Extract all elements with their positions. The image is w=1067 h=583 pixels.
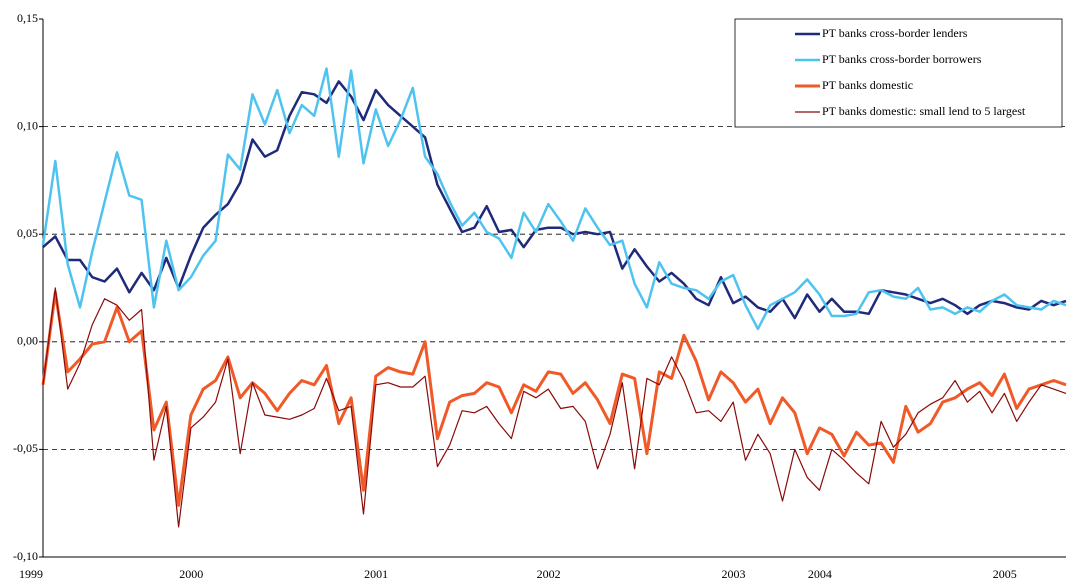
legend-label: PT banks cross-border lenders: [822, 26, 968, 40]
x-tick-label: 2003: [722, 567, 746, 581]
x-tick-label: 2004: [808, 567, 832, 581]
series-line: [42, 287, 1067, 528]
y-tick-label: 0,00: [17, 334, 38, 348]
x-tick-label: 1999: [19, 567, 43, 581]
y-tick-label: 0,10: [17, 118, 38, 132]
y-tick-label: -0,05: [13, 441, 38, 455]
legend-label: PT banks cross-border borrowers: [822, 52, 982, 66]
x-tick-label: 2005: [993, 567, 1017, 581]
series-line: [41, 67, 1067, 331]
x-tick-label: 2001: [364, 567, 388, 581]
x-tick-label: 2000: [179, 567, 203, 581]
x-tick-label: 2002: [537, 567, 561, 581]
series-line: [41, 290, 1067, 507]
legend-box: [734, 18, 1063, 128]
series-line: [42, 80, 1067, 320]
y-tick-label: 0,05: [17, 226, 38, 240]
y-tick-label: 0,15: [17, 11, 38, 25]
y-tick-label: -0,10: [13, 549, 38, 563]
legend-label: PT banks domestic: [822, 78, 913, 92]
legend-label: PT banks domestic: small lend to 5 large…: [822, 104, 1026, 118]
